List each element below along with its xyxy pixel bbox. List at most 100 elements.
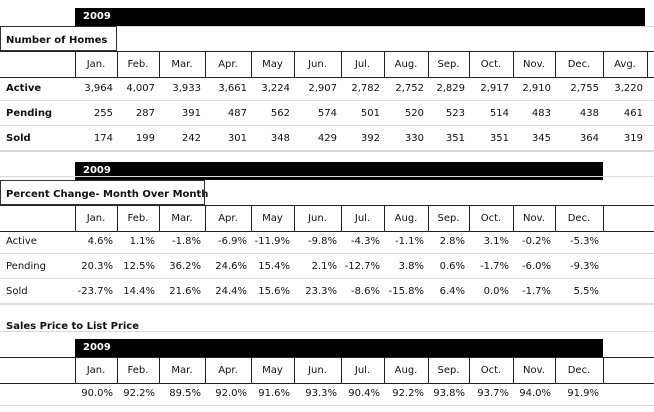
table-cell: -5.3%: [569, 236, 599, 247]
table-cell: 242: [181, 133, 201, 144]
column-header: Jul.: [354, 365, 371, 376]
year-header-bar-1: 2009: [75, 8, 645, 26]
column-divider: [294, 52, 295, 77]
table-cell: 2,782: [351, 83, 380, 94]
table-cell: -23.7%: [77, 286, 113, 297]
table-cell: -11.9%: [254, 236, 290, 247]
column-header: Jul.: [354, 59, 371, 70]
column-header: Feb.: [127, 59, 149, 70]
table-cell: 12.5%: [123, 261, 155, 272]
column-header: Dec.: [567, 213, 591, 224]
column-divider: [205, 358, 206, 383]
column-header: Aug.: [394, 365, 418, 376]
table-cell: 2,829: [436, 83, 465, 94]
table-cell: 2.1%: [311, 261, 337, 272]
column-divider: [384, 52, 385, 77]
column-header: Aug.: [394, 59, 418, 70]
table-cell: 89.5%: [169, 388, 201, 399]
table-cell: 5.5%: [573, 286, 599, 297]
table-cell: 4.6%: [87, 236, 113, 247]
column-divider: [75, 358, 76, 383]
table-cell: 2,752: [395, 83, 424, 94]
column-header: Sep.: [437, 365, 460, 376]
column-divider: [428, 206, 429, 231]
column-header: Oct.: [480, 59, 502, 70]
column-divider: [75, 206, 76, 231]
table-cell: 523: [445, 108, 465, 119]
gridline: [0, 176, 654, 177]
column-header: Apr.: [218, 59, 238, 70]
column-header: Nov.: [523, 365, 545, 376]
table-cell: 3,964: [84, 83, 113, 94]
table-cell: 514: [489, 108, 509, 119]
column-header: May: [262, 213, 283, 224]
year-header-bar-3: 2009: [75, 339, 603, 357]
column-divider: [555, 52, 556, 77]
column-divider: [647, 52, 648, 77]
column-divider: [555, 206, 556, 231]
table-row-pending: Pending 255 287 391 487 562 574 501 520 523 514 483…: [0, 101, 654, 126]
table-cell: -12.7%: [344, 261, 380, 272]
column-header: Dec.: [567, 59, 591, 70]
gridline: [0, 405, 654, 406]
gridline: [0, 151, 654, 152]
table-cell: 483: [531, 108, 551, 119]
table-cell: 2,910: [522, 83, 551, 94]
table-cell: 287: [135, 108, 155, 119]
column-divider: [555, 358, 556, 383]
table-cell: 330: [404, 133, 424, 144]
table-cell: -4.3%: [350, 236, 380, 247]
table-cell: 21.6%: [169, 286, 201, 297]
table-cell: 90.0%: [81, 388, 113, 399]
section-title-number-of-homes: Number of Homes: [6, 35, 108, 46]
column-header: Mar.: [171, 213, 193, 224]
column-divider: [251, 206, 252, 231]
column-header: Aug.: [394, 213, 418, 224]
table-cell: 429: [317, 133, 337, 144]
table-cell: 3,224: [261, 83, 290, 94]
column-header: Dec.: [567, 365, 591, 376]
column-header: Mar.: [171, 365, 193, 376]
table-cell: -8.6%: [350, 286, 380, 297]
table-cell: 319: [623, 133, 643, 144]
column-header: Apr.: [218, 365, 238, 376]
table-cell: 23.3%: [305, 286, 337, 297]
section-title-sales-price: Sales Price to List Price: [6, 321, 140, 332]
table-cell: 2,907: [308, 83, 337, 94]
table-cell: 2,755: [570, 83, 599, 94]
gridline: [0, 100, 654, 101]
table-row-sale-to-list: 90.0% 92.2% 89.5% 92.0% 91.6% 93.3% 90.4% 92.2%…: [0, 381, 654, 406]
table-cell: -9.3%: [569, 261, 599, 272]
table-cell: 391: [181, 108, 201, 119]
row-label: Active: [6, 236, 37, 247]
table-cell: 364: [579, 133, 599, 144]
table-cell: 36.2%: [169, 261, 201, 272]
column-header: Apr.: [218, 213, 238, 224]
table-cell: 562: [270, 108, 290, 119]
table-cell: 392: [360, 133, 380, 144]
table-cell: 3,933: [172, 83, 201, 94]
column-divider: [117, 52, 118, 77]
table-cell: 94.0%: [519, 388, 551, 399]
column-divider: [159, 52, 160, 77]
column-header: Avg.: [614, 59, 636, 70]
table-cell: 174: [93, 133, 113, 144]
column-divider: [513, 358, 514, 383]
column-divider: [341, 206, 342, 231]
column-divider: [251, 52, 252, 77]
table-cell: 20.3%: [81, 261, 113, 272]
column-divider: [117, 206, 118, 231]
table-cell: 93.3%: [305, 388, 337, 399]
gridline: [0, 150, 654, 151]
column-header: Jun.: [308, 59, 327, 70]
header-row-1: Jan. Feb. Mar. Apr. May Jun. Jul. Aug. Sep. Oct. N…: [0, 51, 654, 78]
column-divider: [469, 52, 470, 77]
table-cell: 438: [579, 108, 599, 119]
table-cell: 351: [489, 133, 509, 144]
column-divider: [469, 358, 470, 383]
column-divider: [469, 206, 470, 231]
column-header: Feb.: [127, 213, 149, 224]
table-cell: 2.8%: [439, 236, 465, 247]
table-row-active-pct: Active 4.6% 1.1% -1.8% -6.9% -11.9% -9.8% -4.3%…: [0, 229, 654, 254]
